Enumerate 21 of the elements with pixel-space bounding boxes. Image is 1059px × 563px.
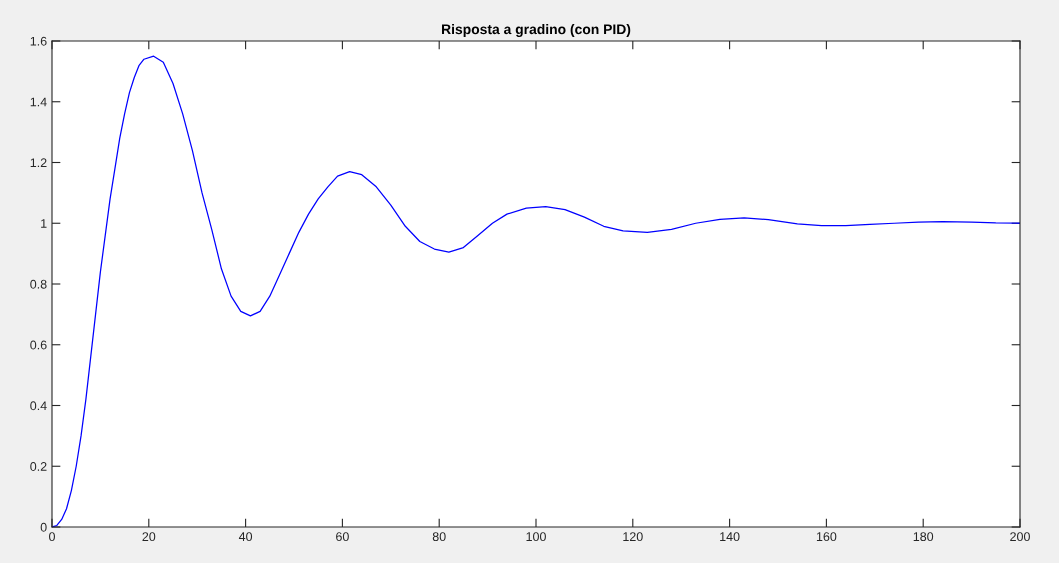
x-tick-label: 160 bbox=[816, 532, 837, 542]
y-tick-label: 1.6 bbox=[30, 36, 47, 46]
y-tick-label: 1.2 bbox=[30, 158, 47, 168]
chart-title: Risposta a gradino (con PID) bbox=[442, 23, 631, 37]
x-tick-label: 200 bbox=[1010, 532, 1030, 542]
x-tick-label: 80 bbox=[432, 532, 446, 542]
x-tick-label: 60 bbox=[336, 532, 349, 542]
x-tick-label: 20 bbox=[142, 532, 156, 542]
x-tick-label: 120 bbox=[623, 532, 643, 542]
x-tick-label: 40 bbox=[238, 532, 253, 542]
x-tick-label: 0 bbox=[49, 532, 55, 542]
y-tick-label: 0.2 bbox=[30, 462, 47, 471]
x-tick-label: 100 bbox=[526, 532, 546, 542]
x-tick-label: 180 bbox=[913, 532, 934, 542]
y-tick-label: 1 bbox=[41, 219, 47, 228]
x-tick-label: 140 bbox=[720, 532, 740, 542]
y-tick-label: 1.4 bbox=[30, 97, 47, 107]
y-tick-label: 0.4 bbox=[30, 401, 47, 411]
y-tick-label: 0.6 bbox=[30, 340, 47, 350]
y-tick-label: 0.8 bbox=[30, 279, 47, 289]
y-tick-label: 0 bbox=[40, 522, 47, 532]
